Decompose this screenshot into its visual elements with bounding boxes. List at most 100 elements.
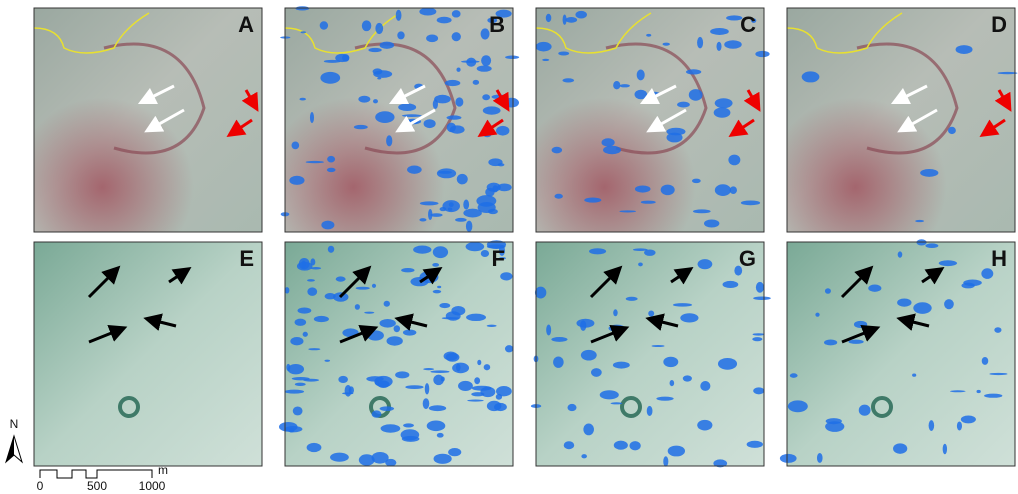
water-patch <box>583 423 594 435</box>
water-patch <box>401 268 414 272</box>
water-patch <box>619 210 636 212</box>
water-patch <box>434 95 451 104</box>
water-patch <box>686 69 701 74</box>
water-patch <box>710 28 729 35</box>
water-patch <box>433 290 441 293</box>
water-patch <box>505 345 513 352</box>
water-patch <box>994 327 1001 333</box>
scale-label: 0 <box>37 479 44 493</box>
water-patch <box>826 418 842 424</box>
water-patch <box>698 259 713 269</box>
water-patch <box>939 260 957 266</box>
water-patch <box>456 67 460 71</box>
water-patch <box>487 401 502 411</box>
water-patch <box>395 371 409 378</box>
water-patch <box>824 339 837 345</box>
water-patch <box>380 42 395 49</box>
water-patch <box>377 77 381 79</box>
water-patch <box>384 301 390 307</box>
water-patch <box>321 221 334 230</box>
water-patch <box>944 299 954 309</box>
water-patch <box>477 65 492 71</box>
water-patch <box>753 333 765 335</box>
water-patch <box>893 443 907 453</box>
water-patch <box>324 360 330 362</box>
water-patch <box>426 35 438 43</box>
water-patch <box>407 166 422 174</box>
water-patch <box>314 316 329 322</box>
water-patch <box>868 284 881 291</box>
water-patch <box>656 397 673 401</box>
water-patch <box>434 454 452 464</box>
scale-label: 500 <box>87 479 107 493</box>
water-patch <box>335 54 349 62</box>
water-patch <box>463 199 469 209</box>
water-patch <box>815 313 819 317</box>
water-patch <box>452 363 469 374</box>
water-patch <box>402 114 422 117</box>
water-patch <box>689 89 703 101</box>
water-patch <box>614 441 628 450</box>
water-patch <box>427 421 446 432</box>
water-patch <box>567 404 576 411</box>
water-patch <box>362 20 371 31</box>
water-patch <box>458 381 473 391</box>
water-patch <box>284 390 304 394</box>
water-patch <box>366 376 383 382</box>
water-patch <box>482 94 490 100</box>
image-panel: F <box>279 240 513 466</box>
water-patch <box>753 387 764 394</box>
water-patch <box>680 313 698 322</box>
water-patch <box>718 358 737 370</box>
water-patch <box>452 32 461 41</box>
water-patch <box>466 242 485 251</box>
water-patch <box>480 387 495 397</box>
water-patch <box>367 330 384 340</box>
water-patch <box>956 45 973 54</box>
water-patch <box>535 287 546 299</box>
water-patch <box>445 80 461 86</box>
water-patch <box>670 380 675 386</box>
water-patch <box>387 336 403 345</box>
water-patch <box>286 364 290 371</box>
water-patch <box>663 43 670 46</box>
panel-image <box>34 242 262 466</box>
water-patch <box>467 400 484 402</box>
water-patch <box>474 377 480 384</box>
water-patch <box>635 185 651 192</box>
water-patch <box>403 423 414 427</box>
water-patch <box>336 276 346 281</box>
image-panel: C <box>536 8 770 232</box>
water-patch <box>641 201 656 204</box>
water-patch <box>320 72 340 84</box>
water-patch <box>741 200 760 205</box>
water-patch <box>825 288 831 293</box>
image-panel: B <box>280 6 519 232</box>
scale-label: 1000 <box>139 479 166 493</box>
water-patch <box>425 383 430 394</box>
water-patch <box>484 364 491 370</box>
water-patch <box>603 146 621 154</box>
water-patch <box>457 174 468 185</box>
water-patch <box>898 251 903 257</box>
water-patch <box>984 394 1002 398</box>
water-patch <box>487 325 497 327</box>
water-patch <box>788 400 808 412</box>
water-patch <box>897 298 911 306</box>
water-patch <box>466 314 486 321</box>
water-patch <box>372 410 382 417</box>
water-patch <box>697 37 703 48</box>
vegetation <box>34 8 262 232</box>
water-patch <box>320 21 328 29</box>
water-patch <box>481 55 491 66</box>
water-patch <box>957 421 962 430</box>
water-patch <box>398 103 416 111</box>
water-patch <box>394 325 400 332</box>
water-patch <box>704 219 719 227</box>
water-patch <box>401 429 420 440</box>
water-patch <box>483 106 501 114</box>
scale-bar <box>40 470 152 478</box>
water-patch <box>581 454 587 458</box>
water-patch <box>724 40 742 49</box>
